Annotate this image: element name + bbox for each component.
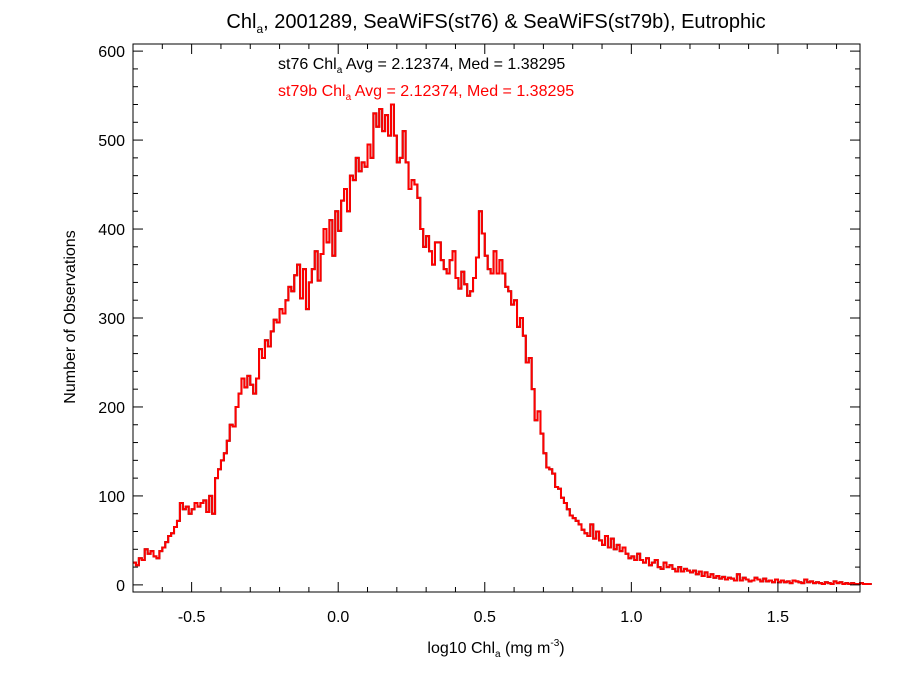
- x-tick-label: -0.5: [178, 609, 206, 626]
- plot-frame: [132, 43, 861, 593]
- y-tick-label: 100: [98, 489, 125, 506]
- y-tick-label: 300: [98, 311, 125, 328]
- x-tick-label: 1.0: [620, 609, 642, 626]
- chart-title: Chla, 2001289, SeaWiFS(st76) & SeaWiFS(s…: [226, 11, 765, 36]
- y-axis-label: Number of Observations: [62, 230, 79, 403]
- y-tick-label: 500: [98, 133, 125, 150]
- legend-annotation-st76: st76 Chla Avg = 2.12374, Med = 1.38295: [278, 56, 565, 76]
- x-tick-label: 0.0: [327, 609, 349, 626]
- x-tick-label: 0.5: [474, 609, 496, 626]
- y-tick-label: 200: [98, 400, 125, 417]
- histogram-line-st79b: [133, 103, 872, 585]
- histogram-series-layer: [133, 103, 872, 585]
- axis-ticks: -0.5 0.0 0.5 1.0 1.5 0 100 200 300 400 500 600: [98, 44, 860, 626]
- y-tick-label: 400: [98, 222, 125, 239]
- y-tick-label: 0: [116, 578, 125, 595]
- y-tick-label: 600: [98, 44, 125, 61]
- histogram-line-st76: [133, 103, 872, 585]
- x-axis-label: log10 Chla (mg m-3): [427, 638, 564, 660]
- legend-annotation-st79b: st79b Chla Avg = 2.12374, Med = 1.38295: [278, 83, 574, 103]
- x-tick-label: 1.5: [767, 609, 789, 626]
